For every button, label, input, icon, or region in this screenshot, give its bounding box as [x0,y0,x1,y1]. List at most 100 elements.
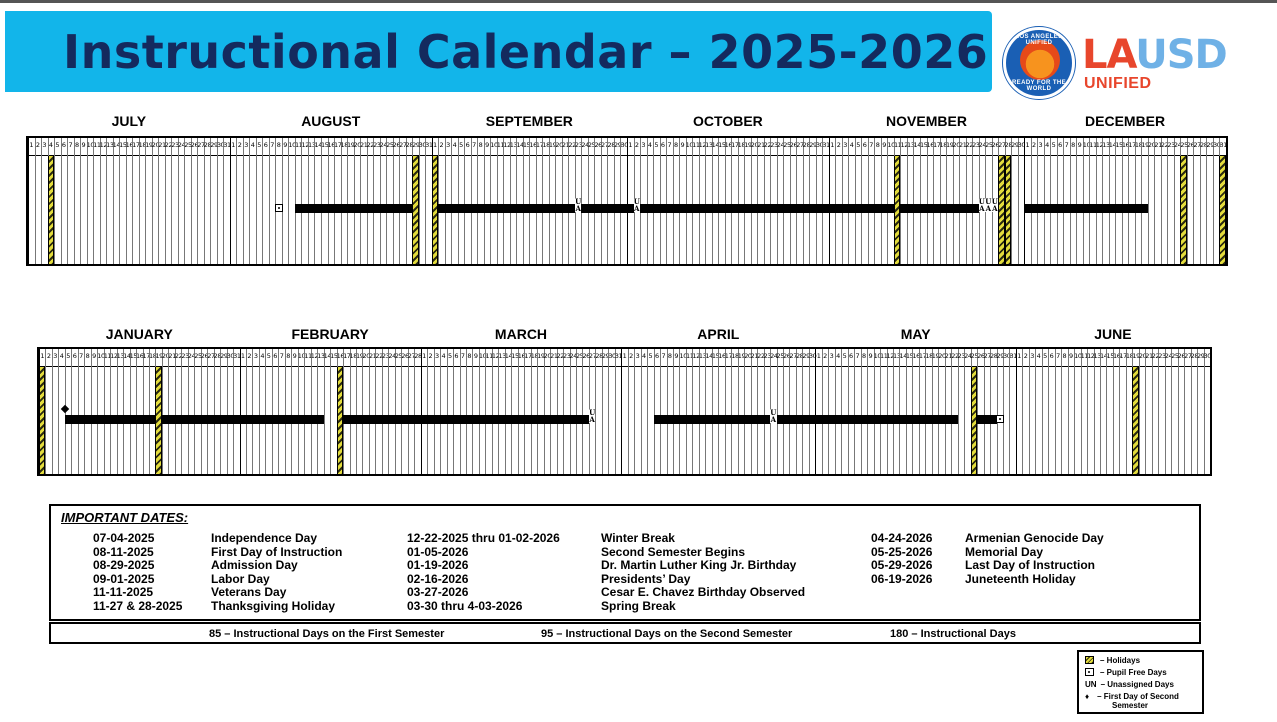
day-number: 8 [1062,352,1067,360]
day-number: 9 [473,352,478,360]
day-number: 4 [250,141,255,149]
day-number: 9 [283,141,288,149]
day-column [427,349,433,474]
day-column [951,349,957,474]
day-number: 14 [913,141,921,149]
day-column [145,138,152,264]
day-column [1056,138,1064,264]
day-column [517,349,524,474]
day-number: 28 [795,352,804,360]
day-number: 17 [918,352,927,360]
day-number: 2 [1032,141,1036,149]
day-number: 14 [504,352,513,360]
day-number: 24 [770,352,778,360]
day-number: 7 [1056,352,1060,360]
day-number: 9 [868,352,873,360]
day-number: 8 [74,141,79,149]
day-column [258,349,265,474]
day-column [815,349,821,474]
day-column [835,138,842,264]
day-column [77,349,84,474]
day-column [537,349,543,474]
day-column [297,349,304,474]
day-column [880,349,886,474]
day-number: 17 [343,352,351,360]
day-column [477,138,484,264]
day-column [401,349,407,474]
day-number: 23 [373,141,381,149]
day-column [148,349,155,474]
day-number: 26 [200,352,209,360]
holiday-marker [970,367,978,474]
day-number: 24 [379,141,388,149]
day-column [620,138,627,264]
day-column [608,349,614,474]
day-column [164,138,172,264]
day-number: 16 [517,352,526,360]
day-column [763,349,770,474]
day-number: 4 [48,141,53,149]
day-column [138,138,146,264]
day-number: 27 [399,141,407,149]
day-number: 13 [116,352,125,360]
day-column [900,138,907,264]
day-column [750,349,757,474]
day-number: 11 [893,141,902,149]
day-column [1054,349,1061,474]
day-column [246,349,252,474]
day-number: 24 [569,352,578,360]
day-column [491,349,498,474]
day-column [1069,138,1077,264]
day-number: 12 [1087,352,1095,360]
day-column [504,349,511,474]
day-number: 2 [247,352,252,360]
day-column [1009,349,1015,474]
day-column [653,349,660,474]
day-column [368,349,375,474]
day-number: 12 [698,141,707,149]
day-number: 31 [223,141,231,149]
day-number: 22 [1160,141,1169,149]
day-column [392,138,400,264]
day-number: 15 [119,141,127,149]
day-column [918,349,925,474]
day-number: 30 [1017,141,1026,149]
day-number: 30 [620,141,628,149]
day-number: 25 [194,352,202,360]
day-number: 1 [1017,352,1022,360]
day-column [731,138,738,264]
day-number: 21 [750,352,759,360]
important-date-event: Presidents’ Day [601,571,691,586]
day-number: 24 [581,141,589,149]
day-number: 9 [1069,352,1073,360]
day-number: 28 [802,141,811,149]
day-number: 5 [55,141,60,149]
day-number: 21 [360,141,368,149]
day-number: 14 [711,141,720,149]
day-column [184,138,191,264]
important-date-event: Veterans Day [211,585,287,599]
day-column [187,349,194,474]
day-number: 2 [823,352,827,360]
day-number: 16 [1112,352,1121,360]
day-number: 31 [425,141,433,149]
day-number: 22 [556,352,565,360]
day-number: 5 [842,352,847,360]
logo-unified: UNIFIED [1084,75,1152,92]
day-column [1108,138,1116,264]
day-number: 18 [340,141,349,149]
day-column [802,349,808,474]
day-number: 16 [1121,141,1130,149]
day-number: 24 [187,352,196,360]
day-number: 21 [944,352,953,360]
day-number: 2 [634,141,639,149]
day-number: 9 [485,141,489,149]
day-column [1017,138,1025,264]
day-number: 13 [307,141,316,149]
day-number: 5 [66,352,70,360]
day-column [789,138,797,264]
day-number: 26 [789,141,798,149]
day-number: 12 [310,352,319,360]
